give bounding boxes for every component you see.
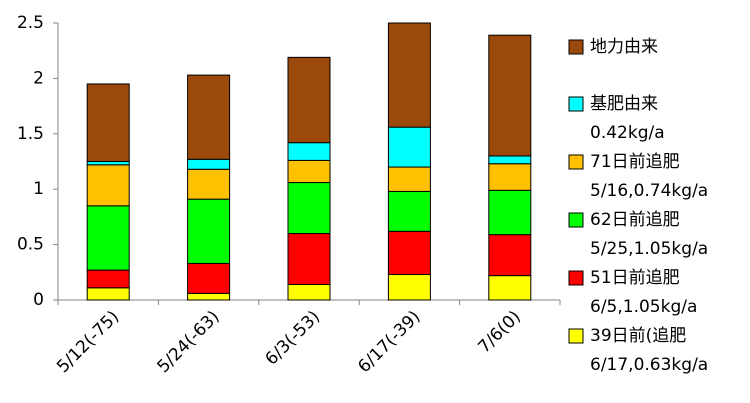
legend-swatch [568,212,584,228]
legend-label: 基肥由来 [590,94,658,114]
y-tick-label: 2 [33,68,44,88]
x-tick-label: 6/3(-53) [262,307,325,370]
x-tick-label: 5/24(-63) [154,307,224,377]
legend-note: 0.42kg/a [590,123,665,143]
bar-segment [287,56,331,144]
legend-swatch [568,154,584,170]
bar-segment [488,275,532,301]
bar-segment [187,74,231,160]
y-tick-label: 0.5 [17,235,44,255]
bar-segment [387,22,431,128]
bar-segment [387,274,431,301]
bar-segment [86,205,130,271]
bar-segment [387,126,431,168]
legend-label: 51日前追肥 [590,268,680,288]
bar-segment [187,292,231,301]
x-tick-label: 5/12(-75) [53,307,123,377]
bar-segment [86,269,130,289]
bar-segment [187,158,231,170]
x-tick-label: 6/17(-39) [354,307,424,377]
legend-note: 6/17,0.63kg/a [590,355,708,375]
legend-swatch [568,96,584,112]
x-tick-label: 7/6(0) [474,307,525,358]
legend-note: 5/25,1.05kg/a [590,239,708,259]
legend-swatch [568,270,584,286]
bar-segment [387,230,431,276]
legend-label: 地力由来 [590,37,658,57]
y-tick-label: 1.5 [17,124,44,144]
bar-segment [387,166,431,192]
bar-segment [488,34,532,157]
legend-label: 62日前追肥 [590,210,680,230]
bar-segment [287,159,331,184]
legend-note: 5/16,0.74kg/a [590,181,708,201]
legend-label: 71日前追肥 [590,152,680,172]
legend-swatch [568,39,584,55]
bar-segment [287,142,331,161]
bar-segment [287,233,331,285]
y-tick-label: 0 [33,290,44,310]
bar-segment [187,262,231,294]
y-tick-label: 1 [33,179,44,199]
bar-segment [187,198,231,264]
bar-segment [187,168,231,200]
bar-segment [387,190,431,232]
legend-note: 6/5,1.05kg/a [590,297,697,317]
bar-segment [488,234,532,277]
bar-segment [86,287,130,301]
bar-segment [86,164,130,207]
bar-segment [488,163,532,191]
bar-segment [287,182,331,235]
bar-segment [488,189,532,236]
legend-label: 39日前(追肥 [590,326,686,346]
bar-segment [488,155,532,165]
legend-swatch [568,328,584,344]
bar-segment [287,283,331,301]
y-tick-label: 2.5 [17,13,44,33]
bar-segment [86,83,130,162]
